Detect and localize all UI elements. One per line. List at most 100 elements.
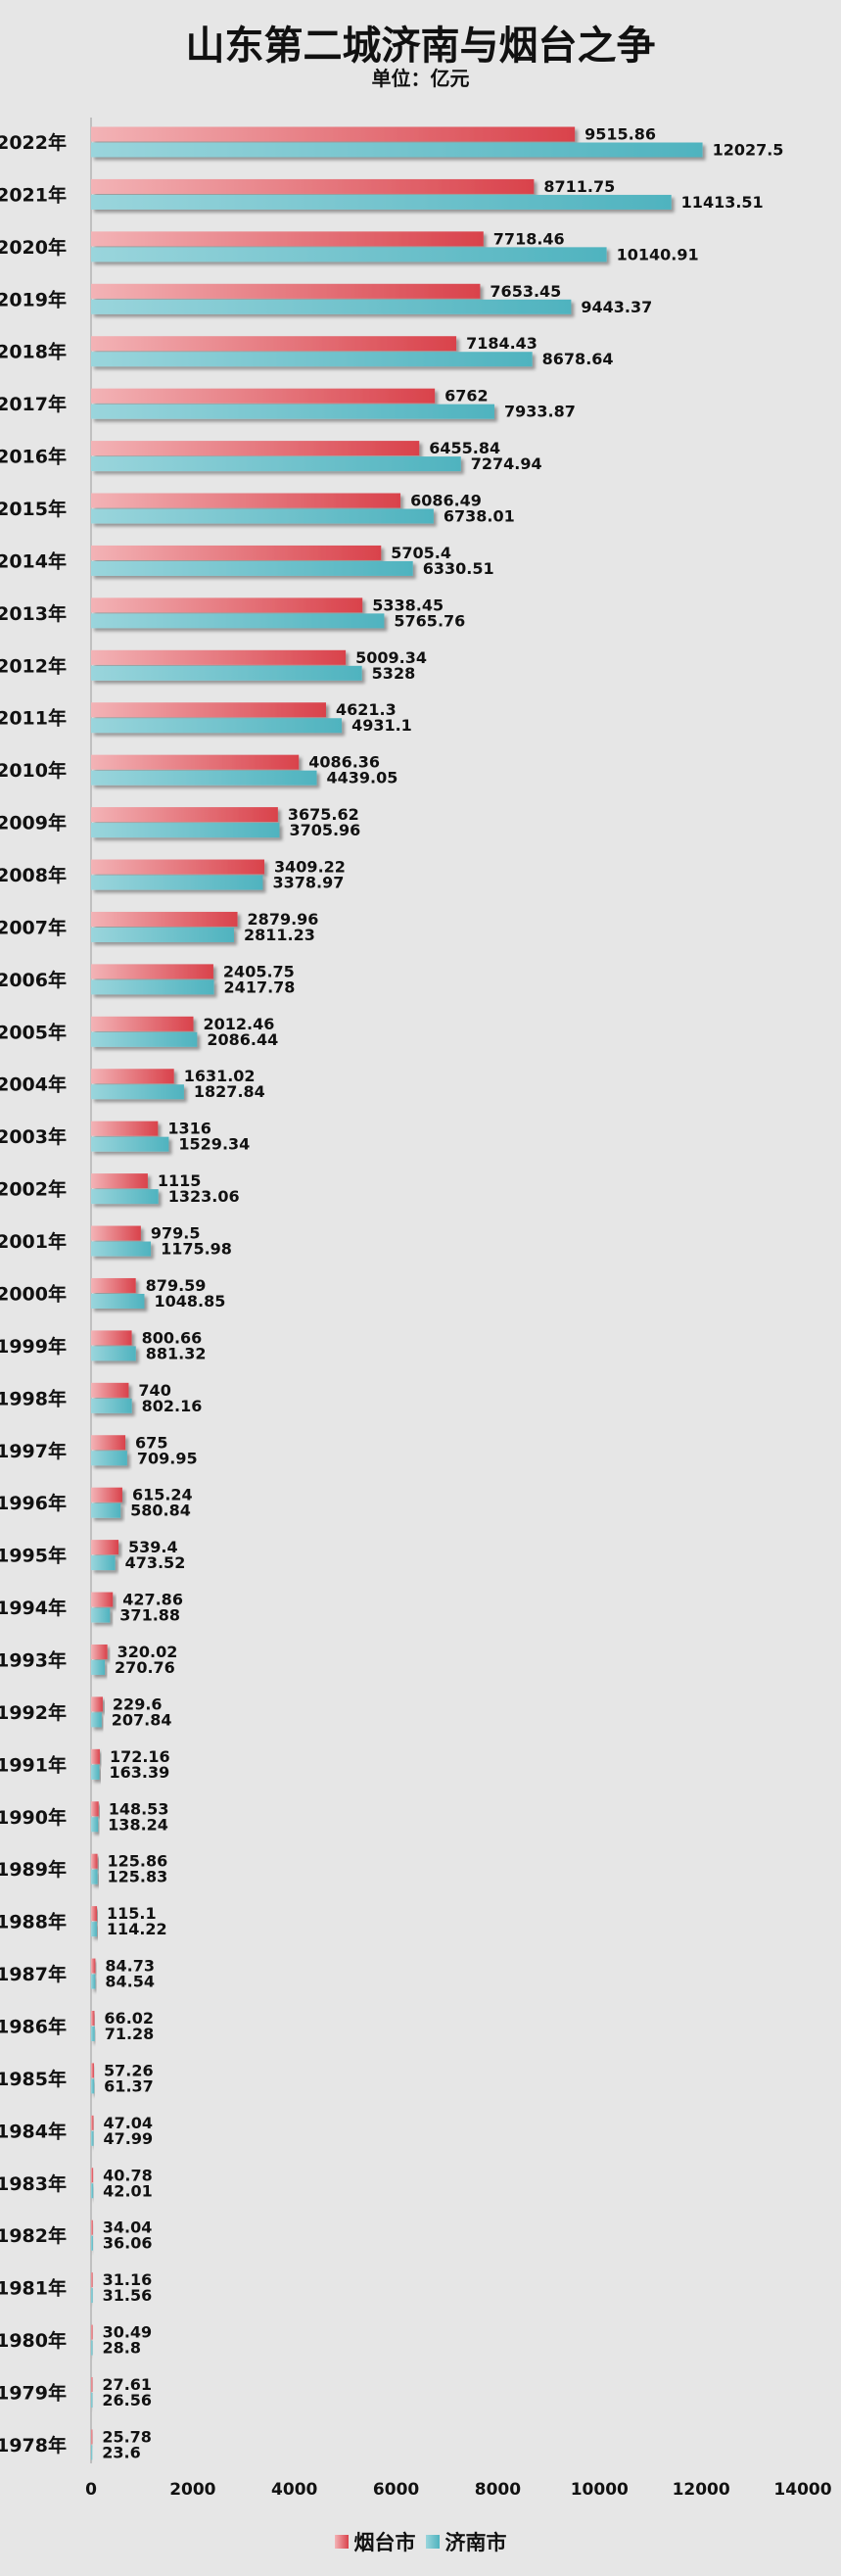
bar-yantai	[91, 336, 457, 352]
data-label-yantai: 2879.96	[248, 910, 319, 929]
bar-jinan	[91, 2078, 95, 2094]
legend-item-jinan: 济南市	[425, 2527, 507, 2556]
data-label-yantai: 615.24	[132, 1486, 193, 1504]
category-label: 2006年	[0, 969, 67, 991]
x-tick-label: 4000	[271, 2480, 317, 2500]
data-label-jinan: 7933.87	[504, 403, 576, 421]
category-label: 2000年	[0, 1282, 67, 1305]
bar-yantai	[91, 754, 300, 770]
data-label-jinan: 36.06	[103, 2234, 153, 2253]
category-label: 2011年	[0, 707, 67, 730]
data-label-jinan: 42.01	[103, 2181, 153, 2200]
data-label-jinan: 26.56	[102, 2391, 152, 2409]
category-label: 2016年	[0, 446, 67, 468]
data-label-yantai: 7653.45	[490, 282, 561, 301]
bar-yantai	[91, 2324, 93, 2340]
bar-jinan	[91, 770, 317, 786]
data-label-jinan: 71.28	[105, 2025, 155, 2043]
category-label: 2010年	[0, 759, 67, 782]
category-label: 2013年	[0, 602, 67, 625]
category-label: 1984年	[0, 2120, 67, 2142]
data-label-yantai: 3409.22	[274, 858, 346, 877]
data-label-jinan: 8678.64	[542, 350, 614, 368]
data-label-yantai: 148.53	[109, 1799, 169, 1818]
legend-item-yantai: 烟台市	[334, 2527, 416, 2556]
data-label-jinan: 5328	[372, 664, 416, 683]
bar-jinan	[91, 2392, 93, 2408]
bar-yantai	[91, 2272, 93, 2288]
category-label: 2017年	[0, 393, 67, 415]
bar-jinan	[91, 665, 362, 681]
data-label-jinan: 3378.97	[272, 874, 344, 892]
data-label-jinan: 3705.96	[289, 821, 360, 839]
data-label-jinan: 6738.01	[444, 507, 515, 526]
category-label: 2015年	[0, 498, 67, 520]
data-label-jinan: 125.83	[108, 1868, 168, 1886]
category-label: 2018年	[0, 341, 67, 363]
data-label-yantai: 6455.84	[429, 439, 500, 457]
data-label-jinan: 2811.23	[244, 926, 315, 944]
data-label-jinan: 12027.5	[713, 141, 784, 160]
data-label-yantai: 8711.75	[543, 177, 615, 196]
category-label: 1980年	[0, 2329, 67, 2352]
data-label-yantai: 5705.4	[391, 544, 451, 562]
bar-jinan	[91, 1869, 98, 1884]
bar-yantai	[91, 388, 436, 404]
x-tick-label: 10000	[571, 2480, 629, 2500]
bar-yantai	[91, 807, 278, 823]
bar-yantai	[91, 2115, 94, 2130]
data-label-jinan: 709.95	[137, 1449, 198, 1467]
bar-jinan	[91, 1712, 102, 1728]
data-label-jinan: 2086.44	[207, 1030, 278, 1049]
legend-swatch-yantai	[334, 2535, 349, 2549]
bar-yantai	[91, 283, 481, 299]
x-tick-label: 8000	[475, 2480, 521, 2500]
bar-yantai	[91, 2429, 93, 2445]
bar-jinan	[91, 299, 572, 314]
data-label-yantai: 320.02	[117, 1643, 178, 1661]
category-label: 1986年	[0, 2015, 67, 2037]
category-label: 1991年	[0, 1753, 67, 1776]
data-label-yantai: 4621.3	[336, 700, 397, 719]
category-label: 1978年	[0, 2434, 67, 2457]
data-label-yantai: 5009.34	[355, 648, 427, 667]
bar-yantai	[91, 859, 265, 875]
bar-jinan	[91, 1346, 136, 1361]
bar-yantai	[91, 2063, 94, 2078]
category-label: 1997年	[0, 1440, 67, 1462]
category-label: 1983年	[0, 2172, 67, 2195]
bar-jinan	[91, 1974, 96, 1989]
data-label-jinan: 5765.76	[394, 611, 465, 630]
data-label-jinan: 114.22	[107, 1920, 167, 1938]
data-label-jinan: 6330.51	[423, 559, 494, 578]
category-label: 1993年	[0, 1648, 67, 1671]
data-label-yantai: 5338.45	[372, 596, 444, 614]
bar-jinan	[91, 927, 234, 942]
category-label: 1998年	[0, 1387, 67, 1409]
data-label-yantai: 47.04	[103, 2114, 153, 2132]
data-label-yantai: 1631.02	[184, 1067, 256, 1085]
bar-yantai	[91, 964, 213, 979]
bar-jinan	[91, 1817, 99, 1833]
bar-jinan	[91, 875, 263, 890]
bar-jinan	[91, 1031, 198, 1047]
data-label-yantai: 7718.46	[493, 229, 565, 248]
data-label-jinan: 802.16	[142, 1397, 203, 1415]
category-label: 1981年	[0, 2277, 67, 2300]
bar-yantai	[91, 1225, 141, 1241]
legend-label-jinan: 济南市	[444, 2531, 507, 2554]
bar-yantai	[91, 126, 576, 142]
bar-yantai	[91, 911, 238, 927]
category-label: 1989年	[0, 1858, 67, 1881]
data-label-yantai: 4086.36	[308, 753, 380, 772]
data-label-yantai: 1316	[167, 1120, 211, 1138]
category-label: 1995年	[0, 1545, 67, 1567]
data-label-jinan: 23.6	[102, 2443, 140, 2461]
category-label: 2020年	[0, 236, 67, 259]
bar-jinan	[91, 1922, 97, 1937]
bar-yantai	[91, 1069, 174, 1084]
legend-swatch-jinan	[425, 2535, 440, 2549]
data-label-yantai: 57.26	[104, 2061, 154, 2079]
